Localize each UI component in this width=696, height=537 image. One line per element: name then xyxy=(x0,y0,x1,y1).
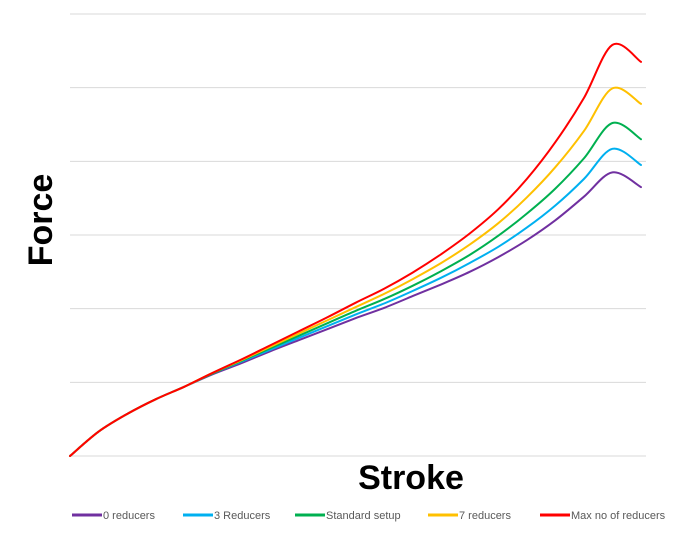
y-axis-title: Force xyxy=(22,174,60,267)
x-axis-title: Stroke xyxy=(358,459,464,497)
series-lines xyxy=(69,42,642,457)
legend-label: 3 Reducers xyxy=(214,510,271,522)
series-line-4 xyxy=(69,42,642,457)
legend-label: Max no of reducers xyxy=(571,510,666,522)
legend-label: 7 reducers xyxy=(459,510,511,522)
legend-entry-3: 7 reducers xyxy=(428,510,511,522)
legend-label: Standard setup xyxy=(326,510,401,522)
legend-label: 0 reducers xyxy=(103,510,155,522)
legend-entry-4: Max no of reducers xyxy=(540,510,666,522)
legend: 0 reducers 3 Reducers Standard setup 7 redu… xyxy=(72,510,666,522)
series-line-2 xyxy=(69,121,642,457)
legend-entry-2: Standard setup xyxy=(295,510,401,522)
gridlines xyxy=(70,13,646,457)
legend-entry-0: 0 reducers xyxy=(72,510,155,522)
legend-entry-1: 3 Reducers xyxy=(183,510,271,522)
